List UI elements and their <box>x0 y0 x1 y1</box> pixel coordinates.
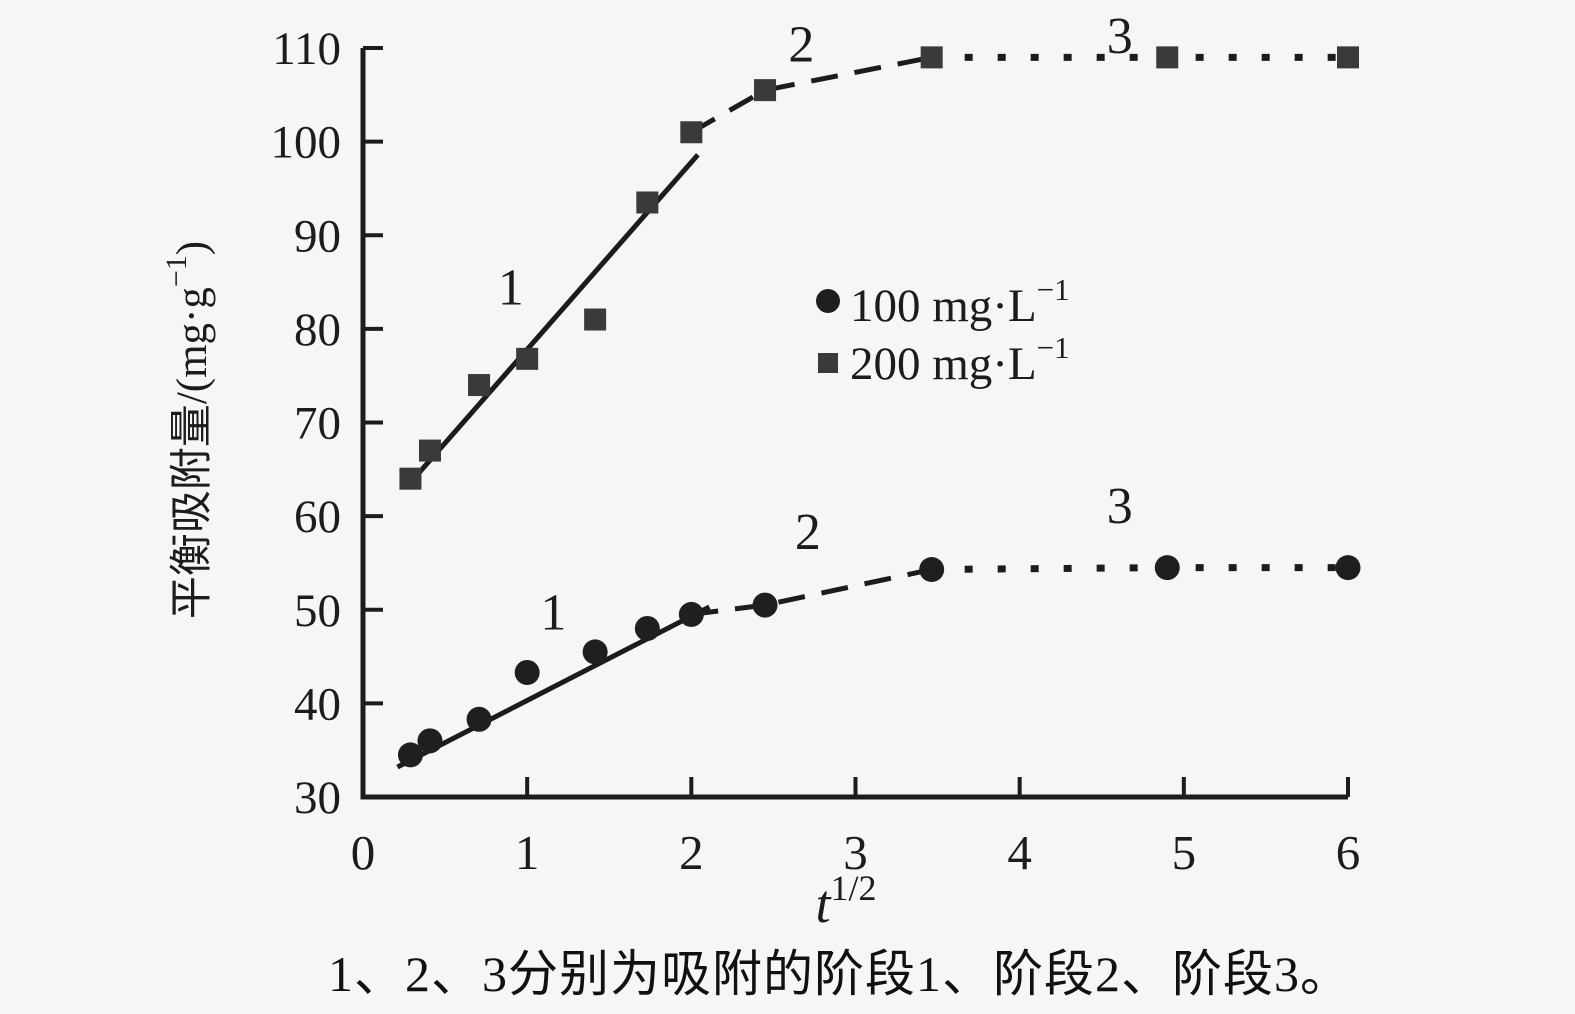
data-point-square <box>516 347 539 370</box>
y-tick-label: 70 <box>294 398 341 450</box>
data-point-square <box>920 46 943 69</box>
legend-marker-square <box>818 353 838 373</box>
stage-label: 3 <box>1107 8 1133 65</box>
y-axis-title: 平衡吸附量/(mg·g−1) <box>160 241 216 619</box>
y-tick-label: 30 <box>294 772 341 824</box>
y-tick-label: 80 <box>294 304 341 356</box>
data-point-circle <box>514 659 540 685</box>
stage-label: 2 <box>795 504 821 561</box>
data-point-circle <box>1154 555 1180 581</box>
y-tick-label: 60 <box>294 491 341 543</box>
y-tick-label: 90 <box>294 210 341 262</box>
stage-label: 1 <box>498 260 524 317</box>
stage3-dotted-line <box>931 564 1348 573</box>
data-point-square <box>418 439 441 462</box>
stage-label: 3 <box>1107 478 1133 535</box>
stage-label: 2 <box>788 16 814 73</box>
stage2-dashed-line <box>691 567 933 617</box>
axis-spines <box>360 48 1348 800</box>
y-tick-label: 40 <box>294 678 341 730</box>
data-point-square <box>754 79 777 102</box>
data-point-square <box>468 374 491 397</box>
legend-label: 200 mg·L−1 <box>850 330 1070 390</box>
stage2-dashed-line <box>690 54 933 135</box>
y-tick-label: 110 <box>272 23 341 75</box>
legend-marker-circle <box>816 289 840 313</box>
data-point-circle <box>397 742 423 768</box>
data-point-square <box>636 191 659 214</box>
x-tick-label: 6 <box>1336 825 1361 880</box>
data-point-circle <box>1335 555 1361 581</box>
data-point-square <box>680 121 703 144</box>
data-point-circle <box>678 601 704 627</box>
x-tick-label: 2 <box>679 825 704 880</box>
data-point-circle <box>582 639 608 665</box>
data-point-square <box>399 467 422 490</box>
x-tick-label: 4 <box>1007 825 1032 880</box>
legend-label: 100 mg·L−1 <box>850 272 1070 332</box>
data-point-circle <box>919 556 945 582</box>
data-point-circle <box>752 592 778 618</box>
figure-caption: 1、2、3分别为吸附的阶段1、阶段2、阶段3。 <box>328 946 1351 1002</box>
data-point-square <box>1156 46 1179 69</box>
y-tick-label: 100 <box>271 117 342 169</box>
x-tick-label: 1 <box>515 825 540 880</box>
data-point-circle <box>634 615 660 641</box>
x-tick-label: 5 <box>1172 825 1197 880</box>
y-tick-label: 50 <box>294 585 341 637</box>
stage-label: 1 <box>540 585 566 642</box>
x-tick-label: 3 <box>843 825 868 880</box>
data-point-circle <box>417 728 443 754</box>
x-tick-label: 0 <box>351 825 376 880</box>
x-axis-title: t1/2 <box>815 868 876 934</box>
data-point-circle <box>466 706 492 732</box>
data-point-square <box>1337 46 1359 69</box>
data-point-square <box>584 308 607 331</box>
